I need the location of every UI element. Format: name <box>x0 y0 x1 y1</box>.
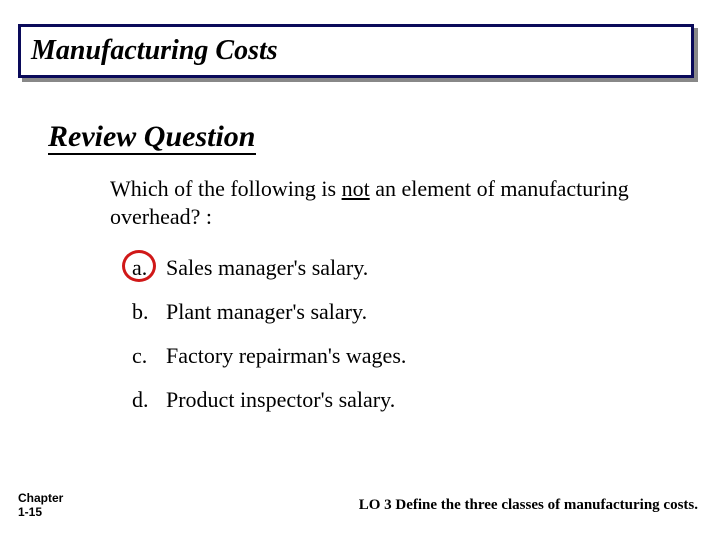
footer-chapter-number: 1-15 <box>18 505 42 519</box>
question-text: Which of the following is not an element… <box>110 175 670 230</box>
option-text: Sales manager's salary. <box>166 255 368 281</box>
option-letter: d. <box>132 387 166 413</box>
option-text: Factory repairman's wages. <box>166 343 406 369</box>
option-b: b. Plant manager's salary. <box>132 299 632 325</box>
footer-chapter: Chapter 1-15 <box>18 492 63 520</box>
footer-learning-objective: LO 3 Define the three classes of manufac… <box>359 497 698 514</box>
option-letter: c. <box>132 343 166 369</box>
slide-title: Manufacturing Costs <box>31 35 278 67</box>
option-letter: b. <box>132 299 166 325</box>
subtitle: Review Question <box>48 120 256 155</box>
footer-chapter-label: Chapter <box>18 491 63 505</box>
question-prefix: Which of the following is <box>110 176 342 201</box>
option-c: c. Factory repairman's wages. <box>132 343 632 369</box>
question-emphasis: not <box>342 176 370 201</box>
option-text: Product inspector's salary. <box>166 387 395 413</box>
option-d: d. Product inspector's salary. <box>132 387 632 413</box>
option-a: a. Sales manager's salary. <box>132 255 632 281</box>
options-list: a. Sales manager's salary. b. Plant mana… <box>132 255 632 431</box>
title-box: Manufacturing Costs <box>18 24 694 78</box>
option-text: Plant manager's salary. <box>166 299 367 325</box>
answer-circle-icon <box>122 250 156 282</box>
